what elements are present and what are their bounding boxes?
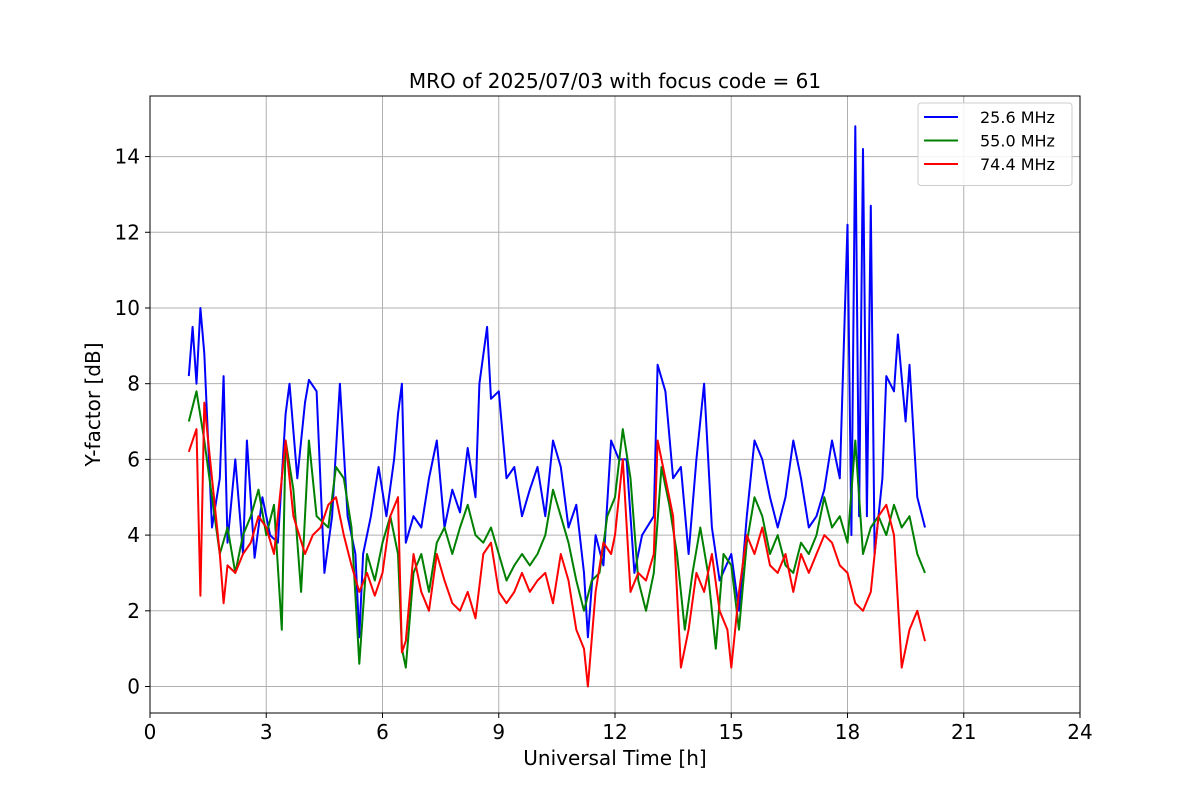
- y-tick-label: 2: [127, 599, 140, 623]
- x-tick-label: 6: [376, 720, 389, 744]
- x-tick-label: 18: [835, 720, 860, 744]
- y-axis-label: Y-factor [dB]: [81, 342, 105, 467]
- y-tick-label: 0: [127, 675, 140, 699]
- y-tick-label: 8: [127, 372, 140, 396]
- legend: 25.6 MHz 55.0 MHz 74.4 MHz: [917, 102, 1073, 186]
- x-tick-label: 21: [951, 720, 976, 744]
- series-line-2: [187, 401, 926, 688]
- legend-label: 55.0 MHz: [980, 132, 1055, 151]
- grid: [149, 96, 1081, 713]
- series-layer: [187, 125, 926, 688]
- x-tick-label: 15: [719, 720, 744, 744]
- y-tick-label: 4: [127, 523, 140, 547]
- y-tick-label: 12: [115, 220, 140, 244]
- x-tick-label: 0: [144, 720, 157, 744]
- series-line-1: [187, 390, 926, 669]
- x-tick-label: 3: [260, 720, 273, 744]
- x-tick-label: 9: [492, 720, 505, 744]
- x-tick-label: 24: [1067, 720, 1092, 744]
- x-tick-label: 12: [602, 720, 627, 744]
- chart-title: MRO of 2025/07/03 with focus code = 61: [409, 69, 821, 93]
- y-tick-label: 14: [115, 145, 140, 169]
- y-tick-label: 6: [127, 447, 140, 471]
- x-axis-label: Universal Time [h]: [523, 746, 706, 770]
- y-tick-label: 10: [115, 296, 140, 320]
- series-line-0: [187, 125, 926, 639]
- legend-label: 74.4 MHz: [980, 155, 1055, 174]
- legend-label: 25.6 MHz: [980, 108, 1055, 127]
